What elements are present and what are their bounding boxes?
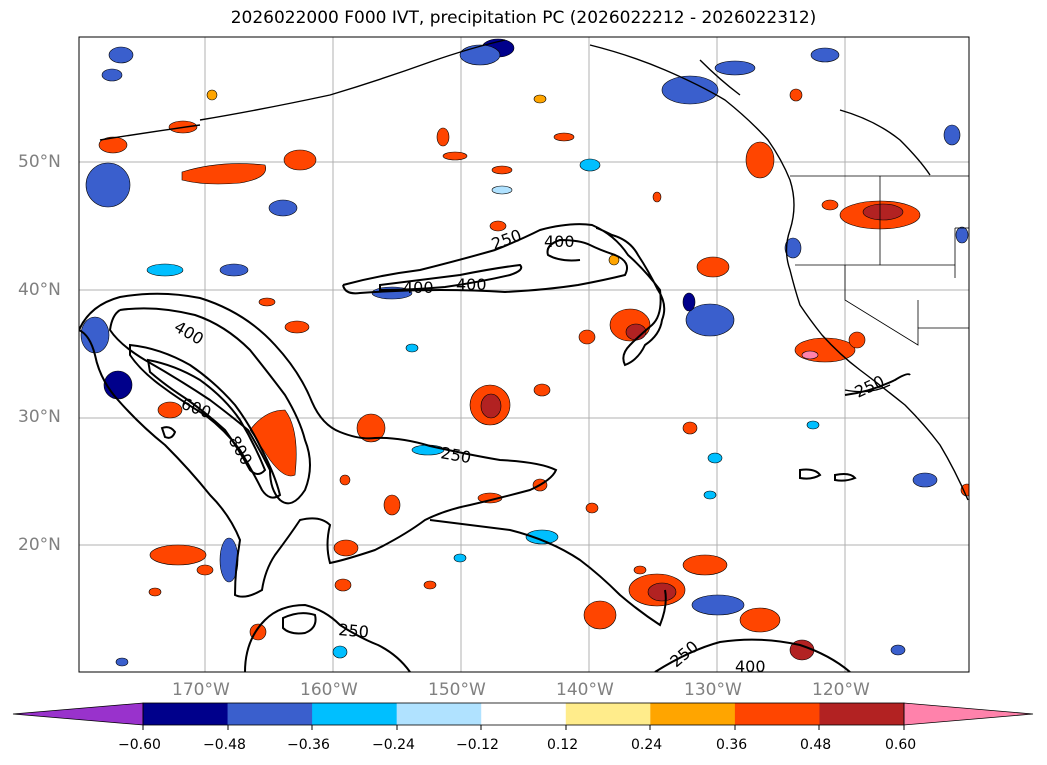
contour-label: 400	[456, 275, 487, 294]
contour-label: 400	[544, 232, 575, 251]
lat-label: 40°N	[18, 280, 61, 300]
colorbar-tick-label: −0.12	[456, 737, 499, 753]
colorbar-tick-label: 0.12	[547, 737, 579, 753]
colorbar-segment	[565, 703, 651, 725]
colorbar-tick-label: −0.48	[203, 737, 246, 753]
colorbar-frame	[142, 702, 905, 726]
precipitation-shading	[80, 38, 969, 667]
colorbar-segment	[734, 703, 820, 725]
coastlines	[99, 39, 969, 501]
colorbar-ticks	[142, 725, 905, 730]
contour-label: 250	[338, 620, 370, 642]
ivt-contours	[79, 223, 911, 672]
colorbar-extend-max	[904, 703, 1033, 725]
colorbar-tick-label: 0.60	[885, 737, 917, 753]
colorbar-segment	[481, 703, 567, 725]
map-frame	[78, 36, 970, 673]
state-borders	[790, 175, 969, 346]
colorbar-tick-label: 0.24	[631, 737, 663, 753]
lon-label: 120°W	[812, 680, 870, 700]
colorbar-segment	[227, 703, 313, 725]
colorbar-tick-label: 0.36	[716, 737, 748, 753]
map-title: 2026022000 F000 IVT, precipitation PC (2…	[230, 8, 817, 28]
colorbar-tick-label: −0.24	[372, 737, 415, 753]
lon-label: 170°W	[172, 680, 230, 700]
lat-label: 50°N	[18, 152, 61, 172]
lon-label: 160°W	[300, 680, 358, 700]
colorbar-segment	[819, 703, 905, 725]
colorbar-segment	[396, 703, 482, 725]
lon-label: 140°W	[556, 680, 614, 700]
contour-label: 400	[403, 278, 434, 297]
colorbar-segment	[650, 703, 736, 725]
colorbar-tick-label: −0.60	[118, 737, 161, 753]
lon-label: 130°W	[684, 680, 742, 700]
colorbar-tick-label: 0.48	[800, 737, 832, 753]
colorbar-segment	[312, 703, 398, 725]
lat-label: 20°N	[18, 535, 61, 555]
colorbar-tick-label: −0.36	[287, 737, 330, 753]
contour-label: 400	[735, 657, 766, 676]
lat-label: 30°N	[18, 407, 61, 427]
lon-label: 150°W	[428, 680, 486, 700]
colorbar-extend-min	[13, 703, 143, 725]
colorbar-segment	[143, 703, 229, 725]
